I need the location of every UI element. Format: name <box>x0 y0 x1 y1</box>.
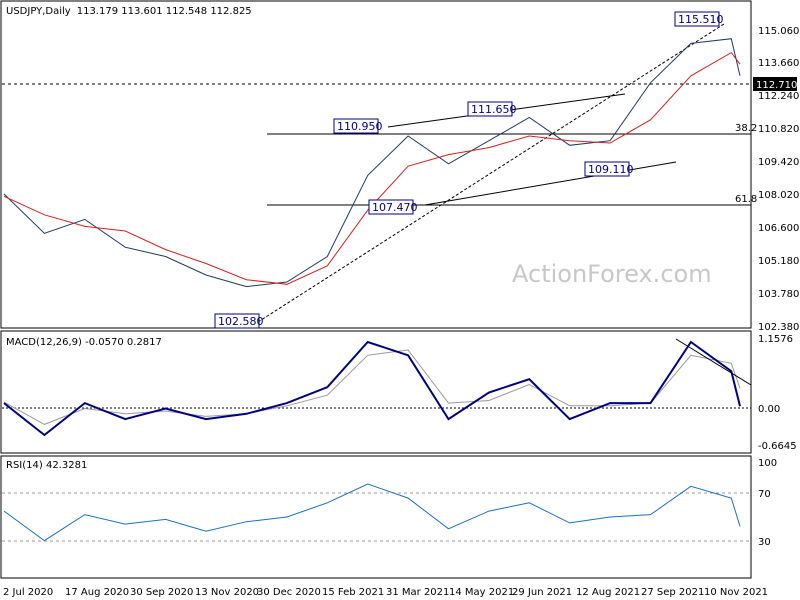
price-y-tick: 115.060 <box>758 26 799 37</box>
annotation-110950: 110.950 <box>337 120 383 133</box>
price-y-tick: 102.380 <box>758 322 799 333</box>
x-tick-label: 10 Nov 2021 <box>704 587 768 598</box>
fib-61-label: 61.8 <box>735 194 757 205</box>
annotation-box <box>333 118 379 134</box>
macd-y-tick: 0.00 <box>758 404 780 415</box>
price-y-tick: 105.180 <box>758 256 799 267</box>
annotation-box <box>214 313 260 329</box>
x-tick-label: 2 Jul 2020 <box>3 587 53 598</box>
price-series-line <box>3 38 741 288</box>
x-tick-label: 29 Jun 2021 <box>512 587 572 598</box>
annotation-109110: 109.110 <box>588 163 634 176</box>
annotation-115510: 115.510 <box>678 13 724 26</box>
rsi-series-line <box>3 483 741 542</box>
annotation-111650: 111.650 <box>471 103 517 116</box>
x-axis: 2 Jul 2020 17 Aug 2020 30 Sep 2020 13 No… <box>3 587 768 598</box>
price-y-axis: 115.060 113.660 112.240 110.820 109.420 … <box>758 26 799 333</box>
rsi-y-tick: 30 <box>758 537 771 548</box>
fib-38-label: 38.2 <box>735 123 757 134</box>
rsi-y-tick: 70 <box>758 489 771 500</box>
x-tick-label: 30 Dec 2020 <box>257 587 321 598</box>
price-y-tick: 113.660 <box>758 58 799 69</box>
annotation-box <box>674 11 720 27</box>
price-y-tick: 103.780 <box>758 289 799 300</box>
macd-y-tick: -0.6645 <box>758 441 797 452</box>
annotation-box <box>368 199 414 215</box>
price-y-tick: 110.820 <box>758 124 799 135</box>
x-tick-label: 17 Aug 2020 <box>65 587 129 598</box>
current-price-label: 112.710 <box>756 80 797 91</box>
x-tick-label: 27 Sep 2021 <box>641 587 704 598</box>
x-tick-label: 13 Nov 2020 <box>195 587 259 598</box>
x-tick-label: 14 May 2021 <box>449 587 514 598</box>
price-y-tick: 108.020 <box>758 190 799 201</box>
macd-signal-line <box>3 349 741 425</box>
price-y-tick: 109.420 <box>758 157 799 168</box>
price-y-tick: 112.240 <box>758 91 799 102</box>
macd-line <box>3 340 741 437</box>
x-tick-label: 15 Feb 2021 <box>322 587 384 598</box>
channel-lower-trendline <box>424 161 677 206</box>
price-title: USDJPY,Daily 113.179 113.601 112.548 112.… <box>6 6 252 17</box>
current-price-badge <box>753 77 797 91</box>
x-tick-label: 12 Aug 2021 <box>576 587 640 598</box>
macd-trendline <box>675 338 752 386</box>
rsi-y-tick: 100 <box>758 458 777 469</box>
rsi-pane-frame <box>0 455 752 579</box>
price-pane-frame <box>0 0 752 329</box>
rsi-title: RSI(14) 42.3281 <box>6 460 87 471</box>
annotation-107470: 107.470 <box>372 201 418 214</box>
annotation-box <box>467 101 513 117</box>
macd-title: MACD(12,26,9) -0.0570 0.2817 <box>6 337 162 348</box>
x-tick-label: 31 Mar 2021 <box>386 587 449 598</box>
dashed-support-trendline <box>257 23 725 323</box>
annotation-box <box>584 161 630 177</box>
macd-pane-frame <box>0 330 752 454</box>
price-ohlc: 113.179 113.601 112.548 112.825 <box>77 6 252 17</box>
watermark-text: ActionForex.com <box>512 260 712 288</box>
macd-y-tick: 1.1576 <box>758 334 793 345</box>
x-tick-label: 30 Sep 2020 <box>130 587 193 598</box>
moving-average-line <box>3 51 741 285</box>
price-y-tick: 106.600 <box>758 223 799 234</box>
price-symbol: USDJPY,Daily <box>6 6 71 17</box>
annotation-102580: 102.580 <box>218 315 264 328</box>
